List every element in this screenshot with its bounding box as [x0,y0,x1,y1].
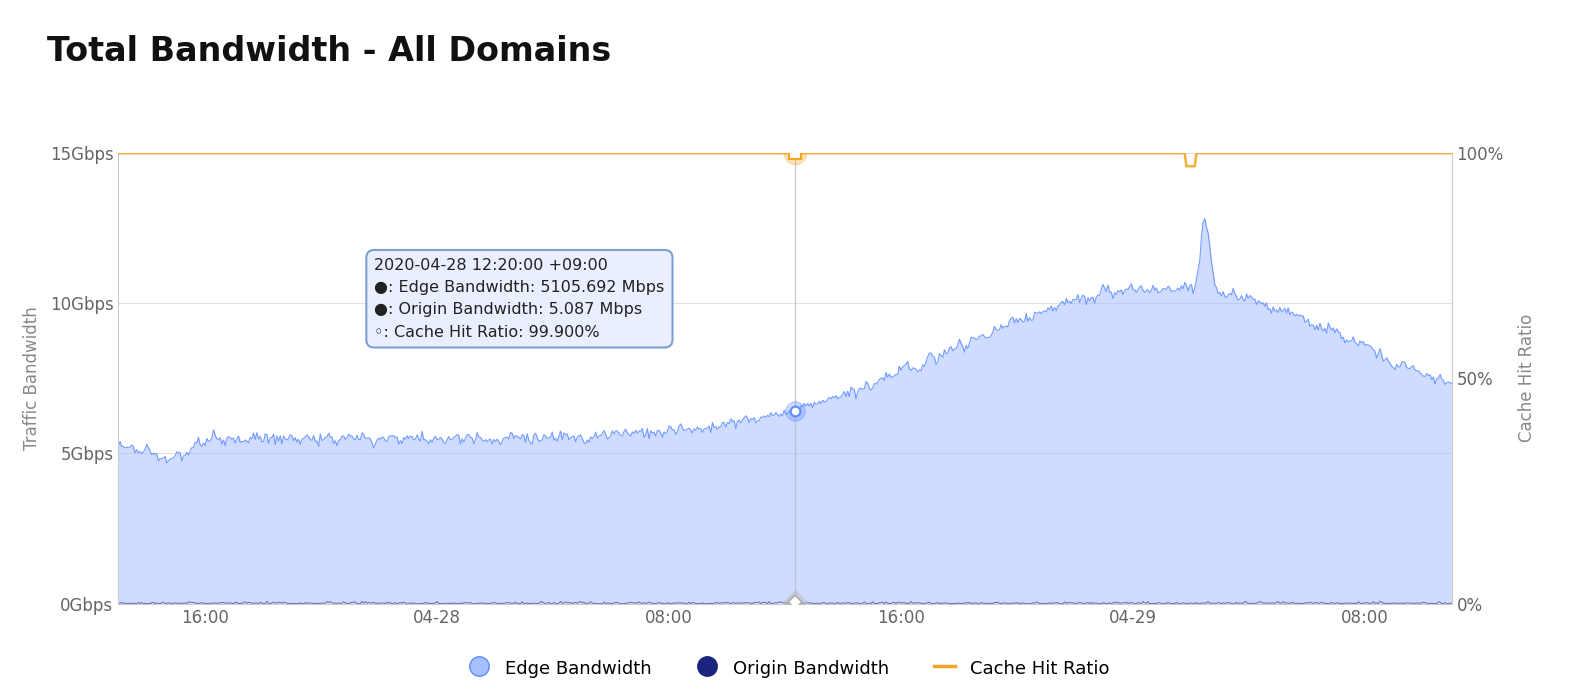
Y-axis label: Traffic Bandwidth: Traffic Bandwidth [24,306,41,450]
Text: 2020-04-28 12:20:00 +09:00
●: Edge Bandwidth: 5105.692 Mbps
●: Origin Bandwidth:: 2020-04-28 12:20:00 +09:00 ●: Edge Bandw… [374,258,664,339]
Text: Total Bandwidth - All Domains: Total Bandwidth - All Domains [47,35,612,68]
Y-axis label: Cache Hit Ratio: Cache Hit Ratio [1518,314,1535,442]
Legend: Edge Bandwidth, Origin Bandwidth, Cache Hit Ratio: Edge Bandwidth, Origin Bandwidth, Cache … [461,651,1117,685]
